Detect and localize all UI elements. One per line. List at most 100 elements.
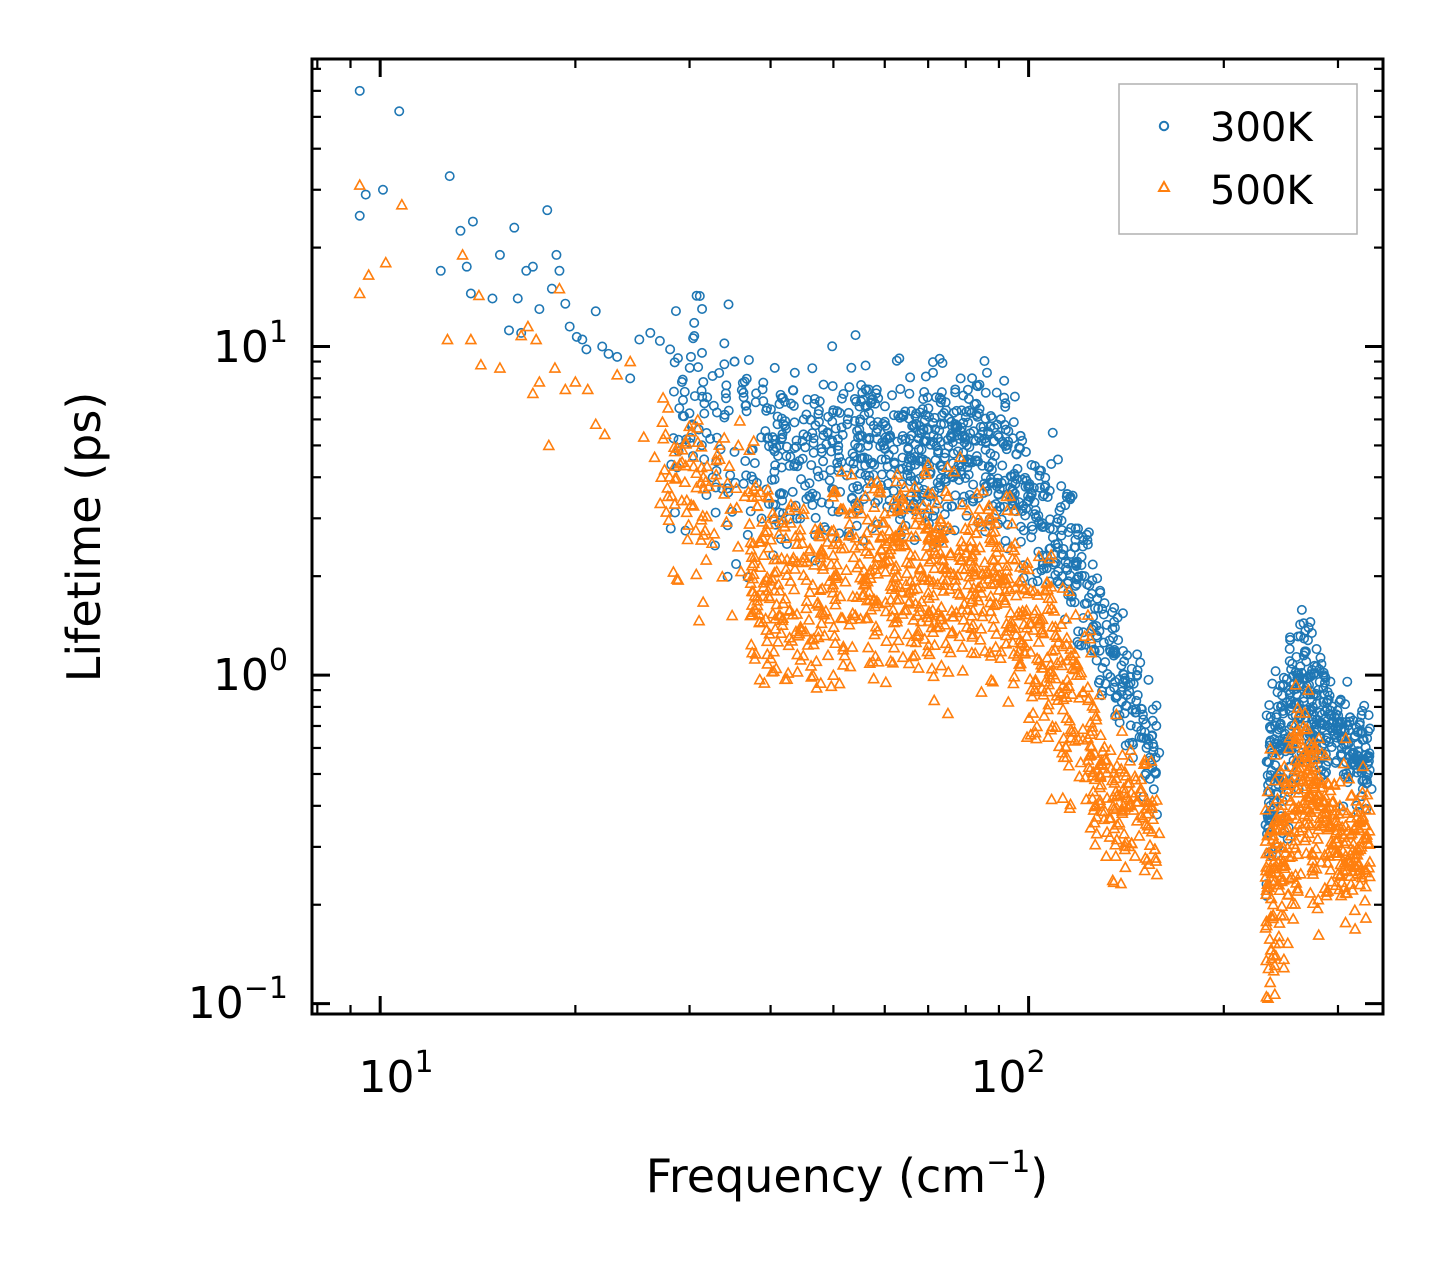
data-point-500k bbox=[1300, 721, 1314, 734]
data-point-500k bbox=[668, 497, 682, 509]
data-point-500k bbox=[1088, 816, 1101, 828]
data-point-500k bbox=[1098, 740, 1111, 752]
data-point-300k bbox=[1092, 573, 1103, 584]
data-point-500k bbox=[1040, 651, 1054, 663]
data-point-500k bbox=[1090, 827, 1104, 839]
data-point-500k bbox=[761, 584, 775, 596]
data-point-500k bbox=[1259, 846, 1273, 859]
data-point-500k bbox=[1269, 865, 1283, 878]
data-point-500k bbox=[906, 649, 920, 662]
data-point-500k bbox=[961, 503, 975, 516]
data-point-500k bbox=[521, 319, 535, 332]
data-point-500k bbox=[696, 528, 710, 540]
data-point-500k bbox=[1359, 879, 1373, 892]
data-point-500k bbox=[1115, 724, 1129, 736]
data-point-300k bbox=[871, 427, 882, 438]
data-point-300k bbox=[1344, 712, 1355, 723]
data-point-300k bbox=[701, 428, 712, 439]
data-point-300k bbox=[1277, 700, 1288, 711]
data-point-500k bbox=[1146, 794, 1159, 806]
data-point-300k bbox=[1131, 695, 1142, 706]
data-point-300k bbox=[1091, 655, 1102, 666]
data-point-500k bbox=[833, 676, 846, 689]
data-point-500k bbox=[1314, 855, 1328, 867]
data-point-500k bbox=[742, 569, 756, 581]
data-point-300k bbox=[738, 392, 749, 403]
data-point-500k bbox=[1269, 748, 1282, 760]
data-point-300k bbox=[1339, 723, 1350, 734]
data-point-500k bbox=[858, 489, 872, 502]
data-point-500k bbox=[884, 593, 898, 605]
data-point-500k bbox=[911, 581, 924, 594]
data-point-500k bbox=[889, 531, 903, 543]
data-point-500k bbox=[824, 679, 838, 692]
data-point-500k bbox=[1068, 734, 1082, 746]
data-point-500k bbox=[1112, 816, 1126, 828]
data-point-500k bbox=[828, 636, 842, 649]
data-point-300k bbox=[789, 367, 800, 378]
data-point-300k bbox=[1007, 433, 1018, 444]
legend: 300K 500K bbox=[1118, 83, 1358, 235]
data-point-300k bbox=[1147, 704, 1158, 715]
data-point-300k bbox=[634, 334, 645, 345]
data-point-500k bbox=[834, 611, 848, 623]
data-point-300k bbox=[654, 335, 665, 346]
data-point-500k bbox=[830, 531, 844, 543]
legend-label-500k: 500K bbox=[1210, 168, 1314, 214]
data-point-500k bbox=[747, 482, 760, 495]
legend-box bbox=[1118, 83, 1358, 235]
data-point-500k bbox=[921, 585, 935, 598]
data-point-500k bbox=[870, 474, 884, 487]
data-point-300k bbox=[968, 434, 979, 445]
data-point-500k bbox=[1041, 702, 1055, 715]
data-point-500k bbox=[955, 498, 969, 510]
data-point-500k bbox=[788, 500, 802, 513]
data-point-500k bbox=[760, 573, 773, 586]
data-point-500k bbox=[1348, 846, 1362, 859]
data-point-500k bbox=[982, 566, 996, 578]
data-point-300k bbox=[959, 491, 970, 502]
data-point-500k bbox=[656, 415, 669, 427]
data-point-500k bbox=[795, 536, 809, 549]
data-point-500k bbox=[935, 552, 949, 564]
data-point-500k bbox=[659, 427, 672, 440]
data-point-500k bbox=[748, 550, 761, 563]
data-point-300k bbox=[1020, 472, 1031, 483]
data-point-300k bbox=[790, 458, 801, 469]
data-point-300k bbox=[955, 373, 966, 384]
x-tick-label-base: 10 bbox=[358, 1052, 414, 1103]
data-point-500k bbox=[972, 593, 985, 606]
data-point-300k bbox=[1278, 672, 1289, 683]
data-point-300k bbox=[844, 382, 855, 393]
data-point-500k bbox=[1277, 960, 1291, 973]
data-point-500k bbox=[1050, 656, 1064, 668]
data-point-300k bbox=[1026, 459, 1037, 470]
data-point-500k bbox=[744, 576, 758, 588]
data-point-500k bbox=[474, 358, 488, 370]
data-point-500k bbox=[896, 502, 910, 515]
data-point-300k bbox=[1151, 720, 1162, 731]
data-point-500k bbox=[733, 414, 747, 426]
data-point-300k bbox=[1008, 417, 1019, 428]
x-tick-label-base: 10 bbox=[970, 1052, 1026, 1103]
data-point-500k bbox=[755, 515, 769, 527]
data-point-300k bbox=[689, 317, 700, 328]
data-point-300k bbox=[810, 490, 821, 501]
data-point-500k bbox=[1092, 758, 1106, 770]
x-axis-label: Frequency (cm−1) bbox=[646, 1145, 1049, 1203]
data-point-500k bbox=[910, 502, 924, 515]
data-point-300k bbox=[936, 387, 947, 398]
data-point-500k bbox=[1134, 785, 1148, 797]
data-point-500k bbox=[922, 502, 936, 514]
data-point-500k bbox=[1007, 543, 1021, 555]
data-point-500k bbox=[1302, 826, 1316, 839]
data-point-500k bbox=[1259, 834, 1273, 846]
data-point-500k bbox=[1342, 772, 1356, 784]
data-point-300k bbox=[789, 443, 800, 454]
data-point-500k bbox=[1020, 730, 1034, 742]
data-point-500k bbox=[1298, 706, 1312, 718]
data-point-500k bbox=[990, 627, 1003, 639]
data-point-500k bbox=[1045, 792, 1058, 805]
data-point-500k bbox=[1351, 848, 1364, 860]
data-point-300k bbox=[824, 475, 835, 486]
